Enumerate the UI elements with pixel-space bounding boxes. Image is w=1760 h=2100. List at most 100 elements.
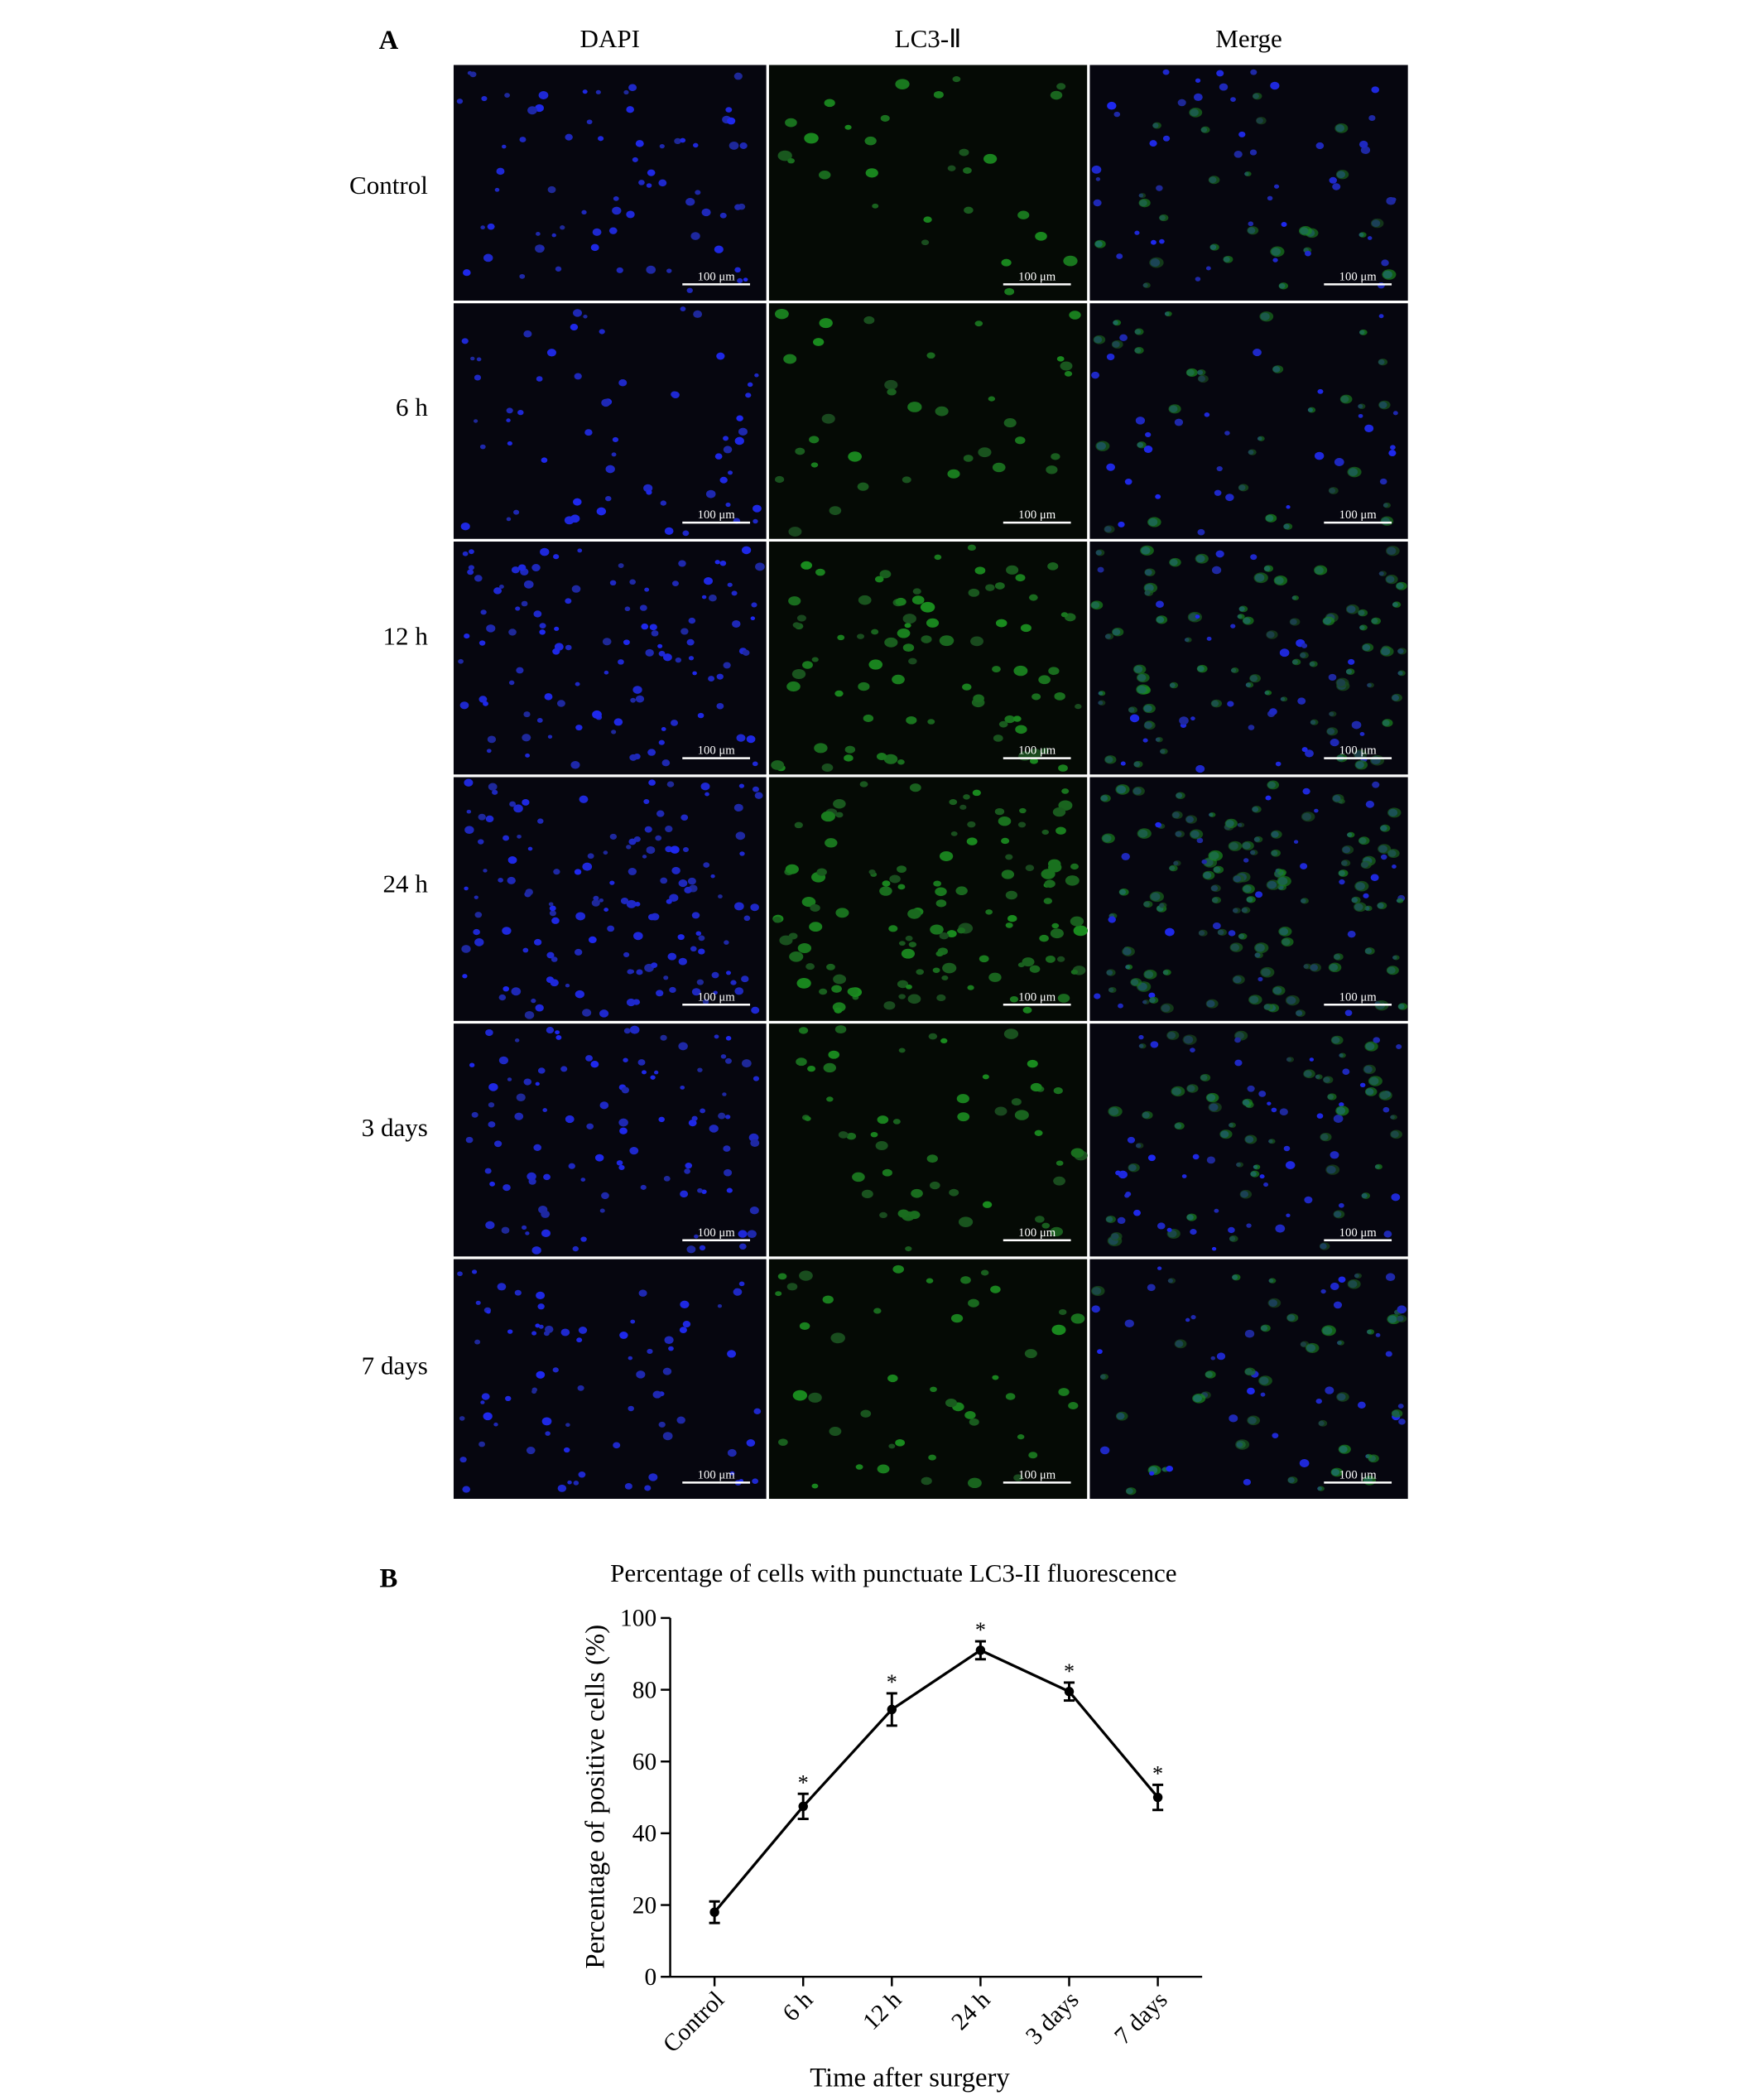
nucleus [1134,230,1140,235]
lc3-signal [1385,546,1400,556]
nucleus [669,893,679,902]
lc3-signal [1045,955,1056,963]
micrograph: 100 μm [768,303,1088,539]
nucleus [479,444,486,450]
lc3-signal [883,754,898,764]
nucleus [464,633,470,639]
nucleus [752,761,758,767]
lc3-signal [897,1209,910,1218]
lc3-signal [992,666,1001,673]
nucleus [692,671,697,676]
lc3-signal [775,475,785,484]
nucleus [547,735,553,739]
nucleus [671,391,680,399]
lc3-signal [947,165,956,171]
nucleus [647,749,656,756]
lc3-signal [1048,667,1060,676]
nucleus [483,869,488,873]
lc3-signal [1043,898,1052,904]
nucleus [546,349,556,357]
nucleus [534,938,542,946]
nucleus [1108,916,1116,923]
nucleus [475,1300,481,1305]
lc3-signal [935,951,944,957]
lc3-signal [1278,927,1292,937]
nucleus [708,595,717,602]
nucleus [537,1067,546,1074]
nucleus [1257,976,1263,982]
nucleus [1129,714,1140,723]
scale-bar-label: 100 μm [1018,1226,1056,1240]
lc3-signal [1069,311,1081,320]
nucleus [484,1168,492,1174]
nucleus [665,826,673,833]
micrograph: 100 μm [453,1259,767,1500]
lc3-signal [810,903,820,912]
nucleus [629,754,637,761]
lc3-signal [966,837,978,845]
lc3-signal [1061,788,1070,794]
lc3-signal [895,597,906,606]
nucleus [701,208,711,217]
nucleus [459,1457,467,1463]
lc3-signal [1044,879,1056,889]
nucleus [1148,992,1156,999]
lc3-signal [1197,369,1206,376]
nucleus [522,734,531,742]
nucleus [1316,1113,1324,1119]
nucleus [483,1412,493,1421]
nucleus [695,190,701,195]
lc3-signal [834,1007,843,1014]
nucleus [1174,418,1184,426]
lc3-signal [895,79,910,89]
nucleus [538,90,549,99]
nucleus [1304,1196,1313,1204]
nucleus [507,876,516,884]
lc3-signal [1330,1467,1344,1477]
lc3-signal [1358,609,1368,617]
nucleus [1397,1404,1404,1409]
lc3-signal [942,962,957,974]
nucleus [660,877,668,884]
lc3-signal [777,1273,787,1280]
micrograph-background [453,303,767,539]
lc3-signal [877,1115,889,1125]
nucleus [1273,184,1280,189]
lc3-signal [1322,616,1335,626]
nucleus [1118,521,1125,527]
lc3-signal [846,1132,857,1140]
nucleus [734,267,741,273]
nucleus [487,223,495,230]
lc3-signal [1305,1342,1320,1353]
lc3-signal [939,932,950,940]
lc3-signal [837,634,845,641]
lc3-signal [1354,1273,1362,1279]
nucleus [505,1395,512,1402]
nucleus [624,1483,632,1490]
lc3-signal [1056,356,1065,362]
nucleus [1244,1329,1255,1338]
nucleus [1297,697,1306,705]
nucleus [690,946,697,952]
nucleus [488,783,498,791]
lc3-signal [1101,833,1115,844]
nucleus [1228,930,1236,937]
column-header: LC3-Ⅱ [895,24,962,53]
nucleus [466,809,472,814]
lc3-signal [1252,92,1262,100]
nucleus [741,546,752,555]
nucleus [603,908,609,913]
nucleus [646,265,656,274]
nucleus [592,228,602,236]
nucleus [739,142,748,149]
nucleus [609,580,617,586]
nucleus [1383,1231,1392,1238]
lc3-signal [1198,929,1208,937]
lc3-signal [1171,1086,1185,1097]
nucleus [557,1484,567,1492]
lc3-signal [1330,1035,1344,1045]
lc3-signal [887,388,897,396]
nucleus [1091,165,1102,174]
lc3-signal [1174,1339,1187,1349]
lc3-signal [834,1025,847,1034]
